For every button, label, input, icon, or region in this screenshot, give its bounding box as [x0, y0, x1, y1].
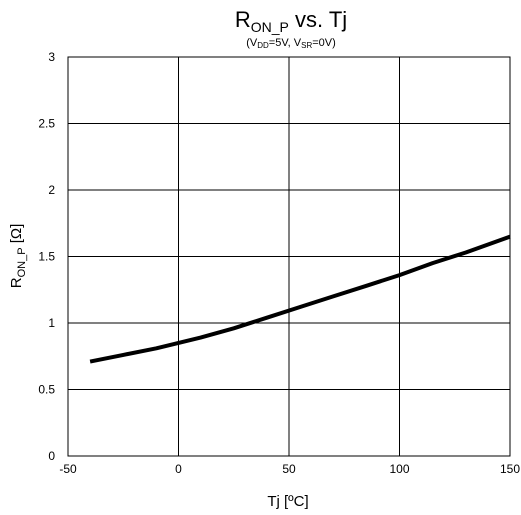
- plot-area-frame: [67, 56, 511, 457]
- y-tick-label: 1.5: [38, 250, 55, 264]
- y-axis-label-rest: [Ω]: [8, 224, 25, 248]
- series-group: [89, 234, 511, 364]
- chart-subtitle-sub2: SR: [301, 41, 312, 50]
- y-tick-label: 2: [48, 183, 55, 197]
- x-tick-label: 150: [500, 462, 520, 476]
- x-tick-label: 0: [175, 462, 182, 476]
- y-tick-label: 0: [48, 449, 55, 463]
- grid-lines: [67, 56, 511, 457]
- chart-subtitle-close: =0V): [312, 37, 336, 49]
- chart-subtitle: (VDD=5V, VSR=0V): [246, 37, 336, 50]
- x-tick-label: -50: [59, 462, 77, 476]
- series-line: [89, 234, 511, 364]
- y-tick-label: 0.5: [38, 383, 55, 397]
- y-axis-label-subscript: ON_P: [16, 247, 28, 277]
- chart-subtitle-mid: =5V, V: [269, 37, 302, 49]
- y-axis-label: RON_P [Ω]: [8, 224, 28, 289]
- chart-title: RON_P vs. Tj: [235, 7, 347, 35]
- chart-subtitle-sub1: DD: [257, 41, 269, 50]
- chart-title-base: R: [235, 7, 251, 32]
- chart-subtitle-open: (V: [246, 37, 258, 49]
- x-tick-labels: -50 0 50 100 150: [59, 462, 520, 476]
- y-tick-label: 1: [48, 316, 55, 330]
- chart-title-subscript: ON_P: [251, 19, 289, 35]
- y-tick-labels: 0 0.5 1 1.5 2 2.5 3: [38, 50, 55, 463]
- chart-title-rest: vs. Tj: [289, 7, 347, 32]
- x-tick-label: 50: [282, 462, 296, 476]
- y-tick-label: 3: [48, 50, 55, 64]
- y-axis-label-base: R: [8, 277, 25, 288]
- y-tick-label: 2.5: [38, 117, 55, 131]
- x-tick-label: 100: [389, 462, 409, 476]
- x-axis-label: Tj [ºC]: [267, 493, 308, 510]
